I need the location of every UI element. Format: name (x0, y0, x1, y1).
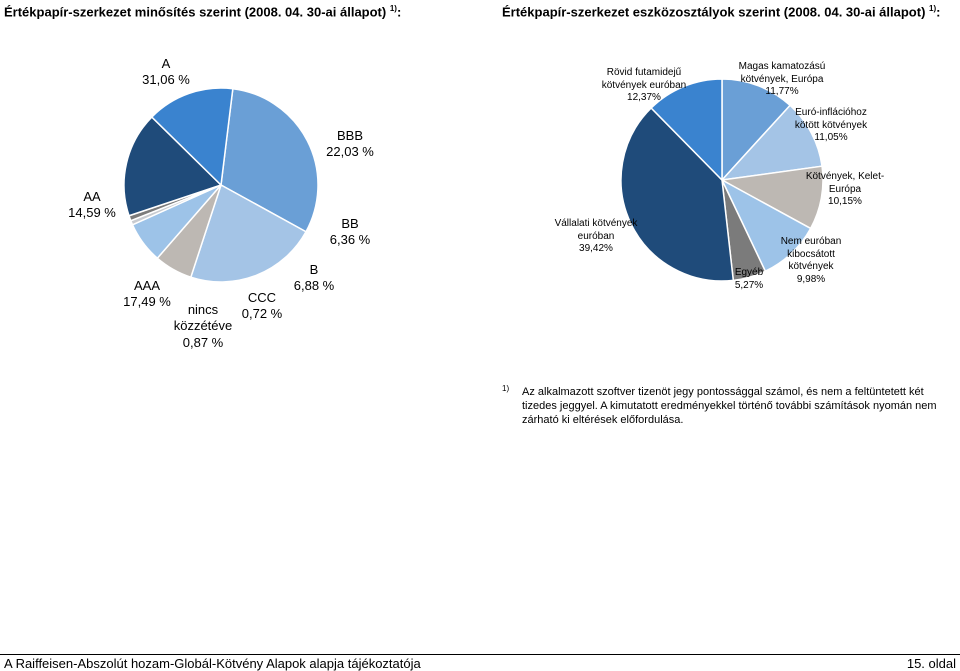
label-a: A 31,06 % (142, 56, 190, 88)
footnote: 1) Az alkalmazott szoftver tizenöt jegy … (502, 384, 942, 427)
footer-divider (0, 654, 960, 655)
asset-slice-5 (620, 106, 735, 282)
asset-slice-6 (650, 78, 723, 182)
rating-slice-7 (150, 87, 234, 187)
label-rovid-futamideju: Rövid futamidejű kötvények euróban 12,37% (601, 67, 687, 103)
asset-slice-0 (721, 78, 792, 182)
rating-slice-0 (220, 87, 319, 233)
footer-page-number: 15. oldal (906, 656, 956, 671)
footnote-mark: 1) (502, 384, 510, 393)
footer-document-title: A Raiffeisen-Abszolút hozam-Globál-Kötvé… (4, 656, 421, 671)
label-ccc: CCC 0,72 % (241, 290, 283, 322)
label-euro-inflacio: Euró-inflációhoz kötött kötvények 11,05% (794, 107, 868, 143)
left-chart-title: Értékpapír-szerkezet minősítés szerint (… (4, 4, 402, 20)
rating-pie-chart (123, 87, 319, 283)
label-bbb: BBB 22,03 % (326, 128, 374, 160)
label-nem-euroban: Nem euróban kibocsátott kötvények 9,98% (780, 236, 842, 285)
footnote-text: Az alkalmazott szoftver tizenöt jegy pon… (522, 386, 937, 426)
rating-slice-1 (189, 183, 308, 283)
asset-class-pie-chart (620, 78, 824, 282)
label-bb: BB 6,36 % (329, 216, 371, 248)
rating-slice-6 (123, 115, 223, 217)
label-vallalati: Vállalati kötvények euróban 39,42% (554, 218, 638, 254)
label-egyeb: Egyéb 5,27% (734, 267, 764, 291)
label-magas-kamatozasu: Magas kamatozású kötvények, Európa 11,77% (738, 61, 826, 97)
label-aa: AA 14,59 % (68, 189, 116, 221)
label-kelet-europa: Kötvények, Kelet- Európa 10,15% (805, 171, 885, 207)
asset-slice-1 (720, 104, 823, 182)
label-b: B 6,88 % (293, 262, 335, 294)
label-aaa: AAA 17,49 % (123, 278, 171, 310)
right-chart-title: Értékpapír-szerkezet eszközosztályok sze… (502, 4, 941, 20)
label-nincs-kozzeteve: nincs közzétéve 0,87 % (173, 302, 233, 350)
